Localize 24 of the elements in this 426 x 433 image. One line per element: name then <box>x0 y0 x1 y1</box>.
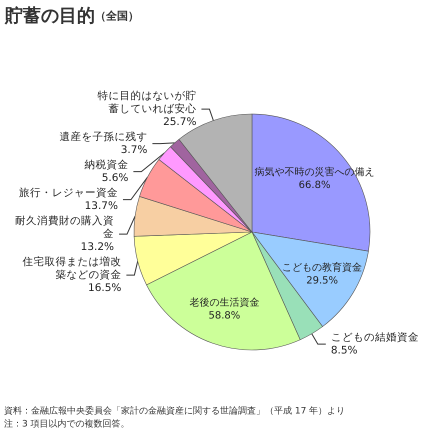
slice-label: こどもの結婚資金 <box>330 332 419 344</box>
data-label: 3.7% <box>120 144 148 156</box>
data-label: 29.5% <box>306 276 338 287</box>
slice-label: 納税資金 <box>84 158 128 172</box>
slice-label: 老後の生活資金 <box>189 296 260 308</box>
slice-label: 旅行・レジャー資金 <box>18 186 118 200</box>
slice-label: 住宅取得または増改築などの資金 <box>22 255 122 282</box>
chart-subtitle: （全国） <box>95 10 139 22</box>
data-label: 16.5% <box>88 282 122 294</box>
slice-label: こどもの教育資金 <box>282 262 362 274</box>
slice-label: 耐久消費財の購入資金 <box>15 214 114 240</box>
slice-label: 特に目的はないが貯蓄していれば安心 <box>97 89 196 116</box>
data-label: 25.7% <box>163 116 196 128</box>
data-label: 8.5% <box>330 344 358 357</box>
chart-title: 貯蓄の目的 <box>4 6 95 26</box>
data-label: 13.7% <box>84 200 118 212</box>
data-label: 13.2% <box>80 241 114 254</box>
text: 注：3 項目以内での複数回答。 <box>4 418 130 430</box>
slice-label: 病気や不時の災害への備え <box>254 166 375 178</box>
data-label: 5.6% <box>102 172 128 184</box>
data-label: 58.8% <box>208 310 240 322</box>
slice-label: 遺産を子孫に残す <box>59 130 148 144</box>
data-label: 66.8% <box>298 180 330 191</box>
text: 資料：金融広報中央委員会「家計の金融資産に関する世論調査」（平成 17 年）より <box>4 406 346 416</box>
